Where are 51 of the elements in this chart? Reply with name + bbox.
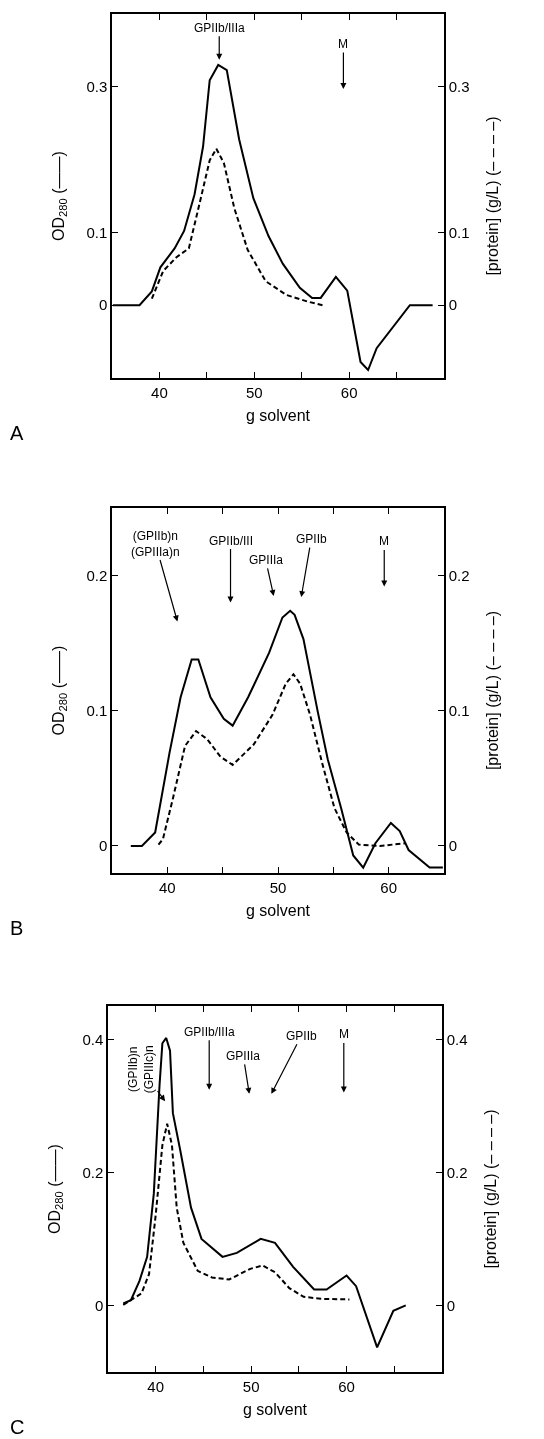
- annotation: M: [339, 1027, 349, 1041]
- y-tick-label: 0.2: [86, 566, 108, 584]
- y2-axis-title: [protein] (g/L) (– – – –): [481, 1109, 499, 1269]
- y2-tick-label: 0.2: [448, 566, 470, 584]
- y-tick-label: 0.4: [82, 1030, 104, 1048]
- x-tick-label: 50: [245, 383, 263, 401]
- y2-tick-label: 0.1: [448, 702, 470, 720]
- annotation: GPIIIa: [226, 1049, 261, 1063]
- y2-tick-label: 0: [448, 837, 458, 855]
- x-tick-label: 40: [147, 1377, 165, 1395]
- y2-axis-title: [protein] (g/L) (– – – –): [483, 116, 501, 276]
- x-axis-title: g solvent: [245, 901, 311, 919]
- y-tick-label: 0: [98, 296, 108, 314]
- annotation: M: [379, 534, 389, 548]
- y-tick-label: 0.1: [86, 702, 108, 720]
- annotation: GPIIIa: [249, 553, 284, 567]
- annotation: (GPIIb)n (GPIIIa)n: [131, 529, 180, 559]
- x-tick-label: 50: [269, 878, 287, 896]
- y2-tick-label: 0: [448, 296, 458, 314]
- y2-axis-title: [protein] (g/L) (– – – –): [483, 610, 501, 771]
- text: C: [10, 1416, 25, 1438]
- annotation: GPIIb: [286, 1029, 318, 1043]
- y-tick-label: 0: [98, 837, 108, 855]
- y2-tick-label: 0.1: [448, 223, 470, 241]
- y-tick-label: 0.3: [86, 78, 108, 96]
- x-axis-title: g solvent: [245, 406, 311, 424]
- line-series: [129, 609, 444, 869]
- y-tick-label: 0.2: [82, 1163, 104, 1181]
- x-axis-title: g solvent: [242, 1400, 308, 1418]
- y2-tick-label: 0.4: [446, 1030, 468, 1048]
- x-tick-label: 60: [340, 383, 358, 401]
- x-tick-label: 40: [151, 383, 168, 401]
- x-tick-label: 40: [158, 878, 176, 896]
- y-tick-label: 0.1: [86, 223, 108, 241]
- line-series: [150, 147, 324, 307]
- annotation: GPIIb/IIIa: [194, 21, 246, 35]
- y2-tick-label: 0.3: [448, 78, 470, 96]
- y2-tick-label: 0: [446, 1296, 456, 1314]
- annotation: M: [338, 37, 348, 51]
- y-tick-label: 0: [94, 1296, 104, 1314]
- x-tick-label: 60: [380, 878, 398, 896]
- annotation: GPIIb: [296, 532, 328, 546]
- x-tick-label: 50: [242, 1377, 260, 1395]
- annotation: (GPIIb)n (GPIIIc)n: [125, 1045, 156, 1094]
- text: A: [10, 422, 24, 444]
- line-series: [157, 673, 407, 847]
- text: B: [10, 917, 24, 939]
- x-tick-label: 60: [338, 1377, 355, 1395]
- annotation: GPIIb/III: [209, 534, 254, 548]
- y2-tick-label: 0.2: [446, 1163, 468, 1181]
- annotation: GPIIb/IIIa: [184, 1025, 236, 1039]
